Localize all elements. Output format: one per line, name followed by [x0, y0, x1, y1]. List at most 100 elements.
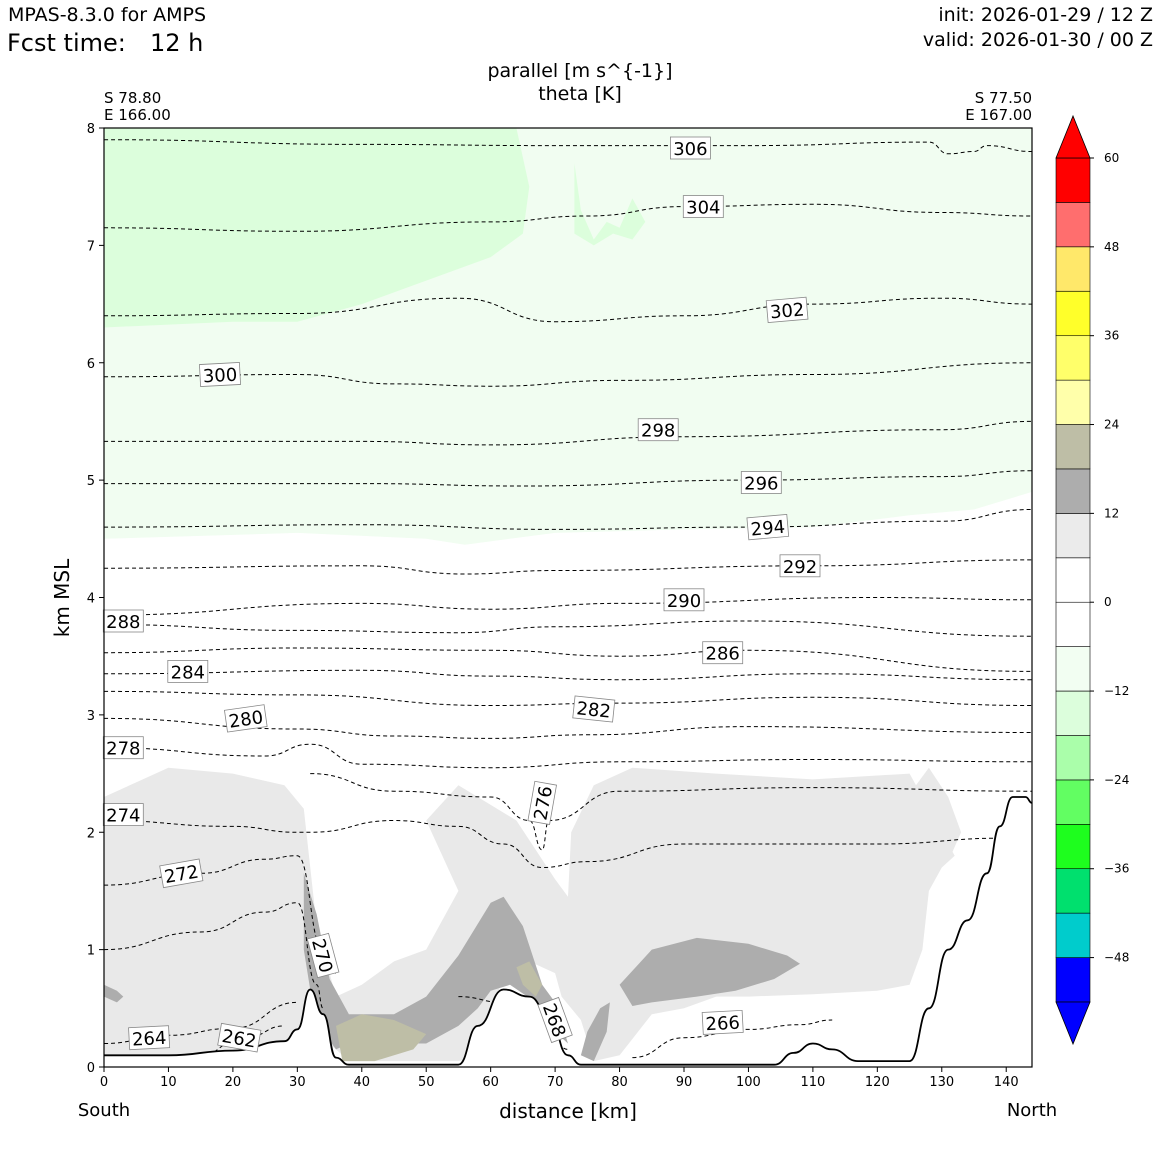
theta-contour-292	[104, 559, 1032, 575]
x-tick-label-140: 140	[994, 1075, 1019, 1090]
x-tick-label-130: 130	[929, 1075, 954, 1090]
x-tick-label-110: 110	[800, 1075, 825, 1090]
contour-label-group-274: 274	[102, 803, 144, 827]
y-tick-label-5: 5	[87, 474, 95, 489]
terrain-layer	[104, 796, 1032, 1067]
terrain-line	[104, 796, 1032, 1066]
terrain-fill	[104, 797, 1032, 1067]
right-end-lat: S 77.50	[974, 89, 1032, 107]
y-tick-label-8: 8	[87, 122, 95, 137]
colorbar-tick-label-2: 36	[1104, 329, 1119, 343]
x-tick-label-50: 50	[418, 1075, 435, 1090]
contour-label-box-292	[779, 554, 821, 578]
colorbar-bin-18	[1055, 157, 1091, 203]
x-tick-label-90: 90	[676, 1075, 693, 1090]
contour-label-box-284	[167, 660, 209, 683]
y-tick-label-3: 3	[87, 709, 95, 724]
x-tick-label-80: 80	[611, 1075, 628, 1090]
theta-contour-298	[104, 420, 1032, 446]
theta-contour-266	[632, 1019, 833, 1059]
contour-label-274: 274	[106, 806, 140, 827]
colorbar-bin-9	[1055, 557, 1091, 603]
x-tick-label-120: 120	[865, 1075, 890, 1090]
colorbar-bin-1	[1055, 912, 1091, 958]
contour-label-292: 292	[783, 557, 817, 578]
colorbar-tick-label-5: 0	[1104, 595, 1112, 609]
contour-label-box-274	[102, 803, 144, 826]
wind-fill-gray-patch	[619, 937, 800, 1006]
wind-fill-light-gray-patch	[916, 767, 962, 862]
contour-label-group-276: 276	[527, 780, 557, 825]
chart-title: parallel [m s^{-1}]	[487, 60, 673, 82]
colorbar-tick-label-0: 60	[1104, 151, 1119, 165]
contour-label-box-306	[670, 136, 711, 160]
x-tick-label-40: 40	[354, 1075, 371, 1090]
colorbar-over-arrow	[1055, 114, 1091, 159]
colorbar-bin-16	[1055, 246, 1091, 292]
contour-label-302: 302	[769, 299, 805, 323]
colorbar-bin-0	[1055, 957, 1091, 1003]
theta-contour-278	[104, 743, 1032, 769]
contour-label-304: 304	[686, 198, 720, 219]
contour-label-box-276	[527, 780, 557, 825]
contour-label-group-300: 300	[199, 362, 241, 388]
contour-label-group-294: 294	[746, 513, 790, 541]
chart-subtitle: theta [K]	[538, 83, 622, 105]
x-tick-label-70: 70	[547, 1075, 564, 1090]
wind-fill-gray	[303, 873, 568, 1050]
fcst-time-value: 12 h	[150, 29, 204, 57]
y-tick-label-7: 7	[87, 239, 95, 254]
theta-contour-layer	[104, 139, 1032, 1059]
colorbar-tick-label-3: 24	[1104, 418, 1119, 432]
colorbar-bin-12	[1055, 424, 1091, 470]
contour-label-box-300	[199, 362, 241, 387]
contour-label-box-270	[306, 932, 340, 979]
colorbar-tick-label-7: −24	[1104, 773, 1129, 787]
x-tick-label-100: 100	[736, 1075, 761, 1090]
contour-label-box-286	[702, 641, 744, 665]
theta-contour-306	[104, 139, 1032, 155]
valid-time: valid: 2026-01-30 / 00 Z	[922, 29, 1153, 51]
contour-label-group-280: 280	[224, 704, 268, 733]
contour-label-group-306: 306	[670, 136, 711, 160]
colorbar-tick-label-4: 12	[1104, 506, 1119, 520]
colorbar-bin-17	[1055, 202, 1091, 248]
contour-label-290: 290	[667, 591, 701, 612]
contour-label-box-268	[537, 996, 573, 1044]
theta-contour-304	[104, 203, 1032, 232]
contour-label-box-302	[765, 296, 809, 324]
theta-contour-276	[310, 773, 1032, 851]
theta-contour-286	[104, 647, 1032, 672]
theta-contour-268	[458, 996, 569, 1050]
colorbar: 60 48 36 24 12 0 −12 −24 −36 −48	[1055, 114, 1129, 1046]
contour-label-group-304: 304	[682, 195, 724, 219]
y-tick-label-6: 6	[87, 357, 95, 372]
contour-label-box-264	[128, 1025, 171, 1051]
colorbar-bin-6	[1055, 690, 1091, 736]
contour-label-group-264: 264	[128, 1025, 171, 1051]
contour-label-300: 300	[202, 365, 237, 388]
contour-label-group-266: 266	[701, 1009, 744, 1035]
y-tick-label-2: 2	[87, 826, 95, 841]
colorbar-tick-label-8: −36	[1104, 862, 1129, 876]
left-end-lon: E 166.00	[104, 106, 171, 124]
wind-fill-gray-sliver2	[580, 1002, 610, 1062]
x-tick-label-20: 20	[225, 1075, 242, 1090]
model-title: MPAS-8.3.0 for AMPS	[8, 4, 207, 26]
contour-label-box-262	[217, 1022, 262, 1053]
theta-contour-288	[104, 620, 1032, 637]
init-time: init: 2026-01-29 / 12 Z	[938, 4, 1153, 26]
y-tick-label-0: 0	[87, 1061, 95, 1076]
contour-label-280: 280	[228, 707, 265, 733]
left-direction-label: South	[77, 1100, 131, 1121]
contour-label-group-296: 296	[740, 471, 782, 495]
contour-label-group-290: 290	[663, 588, 705, 612]
x-tick-label-0: 0	[100, 1075, 108, 1090]
contour-label-group-270: 270	[306, 932, 340, 979]
wind-fill-khaki-patch	[516, 961, 543, 997]
contour-label-group-302: 302	[765, 296, 809, 324]
contour-label-box-282	[572, 695, 616, 723]
colorbar-under-arrow	[1055, 1001, 1091, 1046]
contour-label-282: 282	[575, 698, 611, 722]
contour-label-box-266	[701, 1009, 744, 1035]
